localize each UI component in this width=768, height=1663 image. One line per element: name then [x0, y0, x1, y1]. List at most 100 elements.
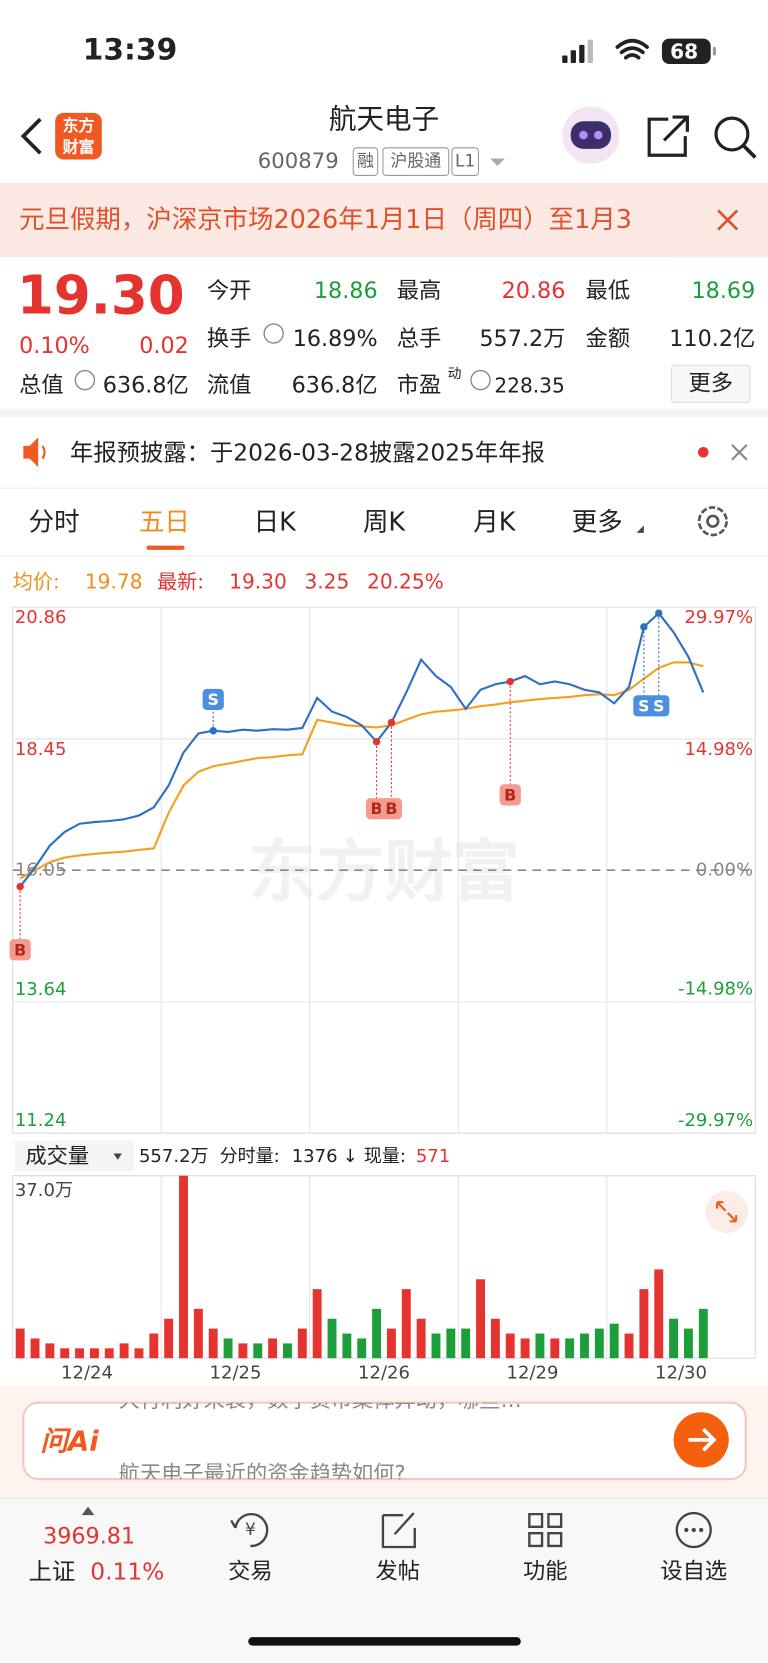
ai-question[interactable]: 航天电子最近的资金趋势如何? — [119, 1461, 406, 1486]
ai-logo: 问Ai — [40, 1424, 99, 1457]
wifi-icon — [615, 38, 649, 60]
close-announcement[interactable] — [731, 444, 748, 461]
volume-bar — [45, 1343, 55, 1359]
announcement[interactable]: 年报预披露：于2026-03-28披露2025年年报 — [70, 438, 545, 466]
nav-item[interactable]: 设自选 — [660, 1558, 727, 1584]
y2-tick-label: 0.00% — [696, 860, 753, 881]
expand-button[interactable] — [705, 1190, 748, 1234]
stat-sup: 动 — [448, 366, 462, 382]
y2-tick-label: 14.98% — [684, 739, 753, 760]
volume-bar — [386, 1328, 396, 1359]
stock-code: 600879 — [258, 149, 339, 174]
stat-label: 总手 — [397, 326, 442, 352]
stat-label: 市盈 — [397, 372, 442, 398]
x-tick-label: 12/26 — [358, 1363, 410, 1384]
expand-arrow — [81, 1506, 95, 1516]
x-tick-label: 12/24 — [61, 1363, 113, 1384]
ai-box[interactable] — [22, 1401, 747, 1481]
volume-bar — [401, 1289, 411, 1359]
close-notice[interactable] — [717, 209, 739, 231]
notice-fade — [678, 182, 768, 258]
stat-label: 最低 — [586, 278, 631, 304]
volume-bar — [476, 1279, 485, 1359]
tick-arrow: ↓ — [343, 1146, 358, 1167]
stat-value: 636.8亿 — [103, 372, 189, 398]
tab[interactable]: 日K — [254, 507, 297, 537]
more-button-label[interactable]: 更多 — [688, 370, 733, 396]
tag: 沪股通 — [390, 152, 441, 172]
nav-item[interactable]: 交易 — [228, 1558, 273, 1584]
y-tick-label: 20.86 — [15, 607, 67, 628]
avatar-eye — [579, 130, 588, 140]
tab[interactable]: 更多 — [572, 507, 623, 537]
volume-bar — [179, 1175, 188, 1359]
marker-label: B — [14, 940, 26, 959]
volume-bar — [297, 1328, 307, 1359]
marker-label: S — [653, 696, 664, 715]
volume-bar — [223, 1338, 233, 1359]
volume-bar — [698, 1308, 708, 1359]
marker-dot — [640, 623, 648, 631]
last-value: 19.30 — [229, 570, 287, 594]
tab[interactable]: 月K — [473, 507, 516, 537]
change-value: 3.25 — [304, 570, 349, 594]
volume-bar — [431, 1333, 441, 1359]
volume-bar — [327, 1318, 337, 1359]
more-button[interactable] — [670, 364, 751, 403]
tab-active[interactable]: 五日 — [139, 507, 190, 537]
volume-bar — [15, 1328, 25, 1359]
yen-sign: ¥ — [245, 1520, 256, 1540]
ai-prev-question: 大行利好来袭，数字货币集体异动，哪些… — [119, 1388, 522, 1413]
volume-bar — [594, 1328, 604, 1359]
tab-indicator — [146, 545, 185, 550]
volume-bar — [446, 1328, 456, 1359]
volume-bar — [580, 1333, 589, 1359]
stat-value: 18.86 — [314, 278, 378, 304]
search-button[interactable] — [714, 116, 757, 159]
share-button[interactable] — [647, 115, 689, 157]
avg-label: 均价: — [13, 570, 60, 594]
volume-bar — [490, 1318, 500, 1359]
nav-item[interactable]: 发帖 — [376, 1558, 421, 1584]
marker-box — [648, 695, 670, 717]
marker-dot — [16, 882, 24, 891]
volume-bar — [60, 1348, 70, 1359]
logo-text: 东方 — [63, 116, 95, 135]
volume-bar — [312, 1289, 322, 1359]
volume-total: 557.2万 — [139, 1146, 209, 1167]
price-line — [19, 611, 705, 888]
stat-label: 金额 — [586, 326, 631, 352]
x-tick-label: 12/25 — [210, 1363, 262, 1384]
volume-bar — [268, 1338, 278, 1359]
tick-volume-label: 分时量: — [220, 1146, 280, 1167]
nav-item[interactable]: 功能 — [523, 1558, 568, 1584]
volume-selector[interactable] — [14, 1140, 134, 1172]
volume-bar — [30, 1338, 40, 1359]
volume-bar — [208, 1328, 218, 1359]
index-name[interactable]: 上证 — [29, 1557, 76, 1585]
volume-selector-label[interactable]: 成交量 — [25, 1144, 89, 1169]
tab-arrow — [636, 525, 644, 533]
volume-bar — [134, 1348, 144, 1359]
last-label: 最新: — [157, 570, 204, 594]
change: 0.02 — [139, 333, 189, 359]
volume-bar — [565, 1338, 575, 1359]
stat-value: 110.2亿 — [669, 326, 755, 352]
stat-value: 557.2万 — [479, 326, 565, 352]
y2-tick-label: 29.97% — [684, 607, 753, 628]
settings-button[interactable] — [697, 506, 728, 537]
trade-icon — [230, 1512, 269, 1548]
back-button[interactable] — [20, 117, 42, 155]
volume-bar — [550, 1338, 560, 1359]
index-change[interactable]: 0.11% — [90, 1557, 164, 1585]
volume-bar — [609, 1323, 619, 1359]
dropdown-arrow[interactable] — [490, 158, 505, 166]
volume-bar — [535, 1333, 545, 1359]
avatar-eye — [594, 130, 603, 140]
index-value[interactable]: 3969.81 — [43, 1523, 135, 1549]
speaker-icon — [23, 437, 39, 468]
marker-box — [380, 798, 403, 820]
tab[interactable]: 分时 — [29, 507, 80, 537]
info-icons — [74, 323, 491, 391]
tab[interactable]: 周K — [363, 507, 406, 537]
